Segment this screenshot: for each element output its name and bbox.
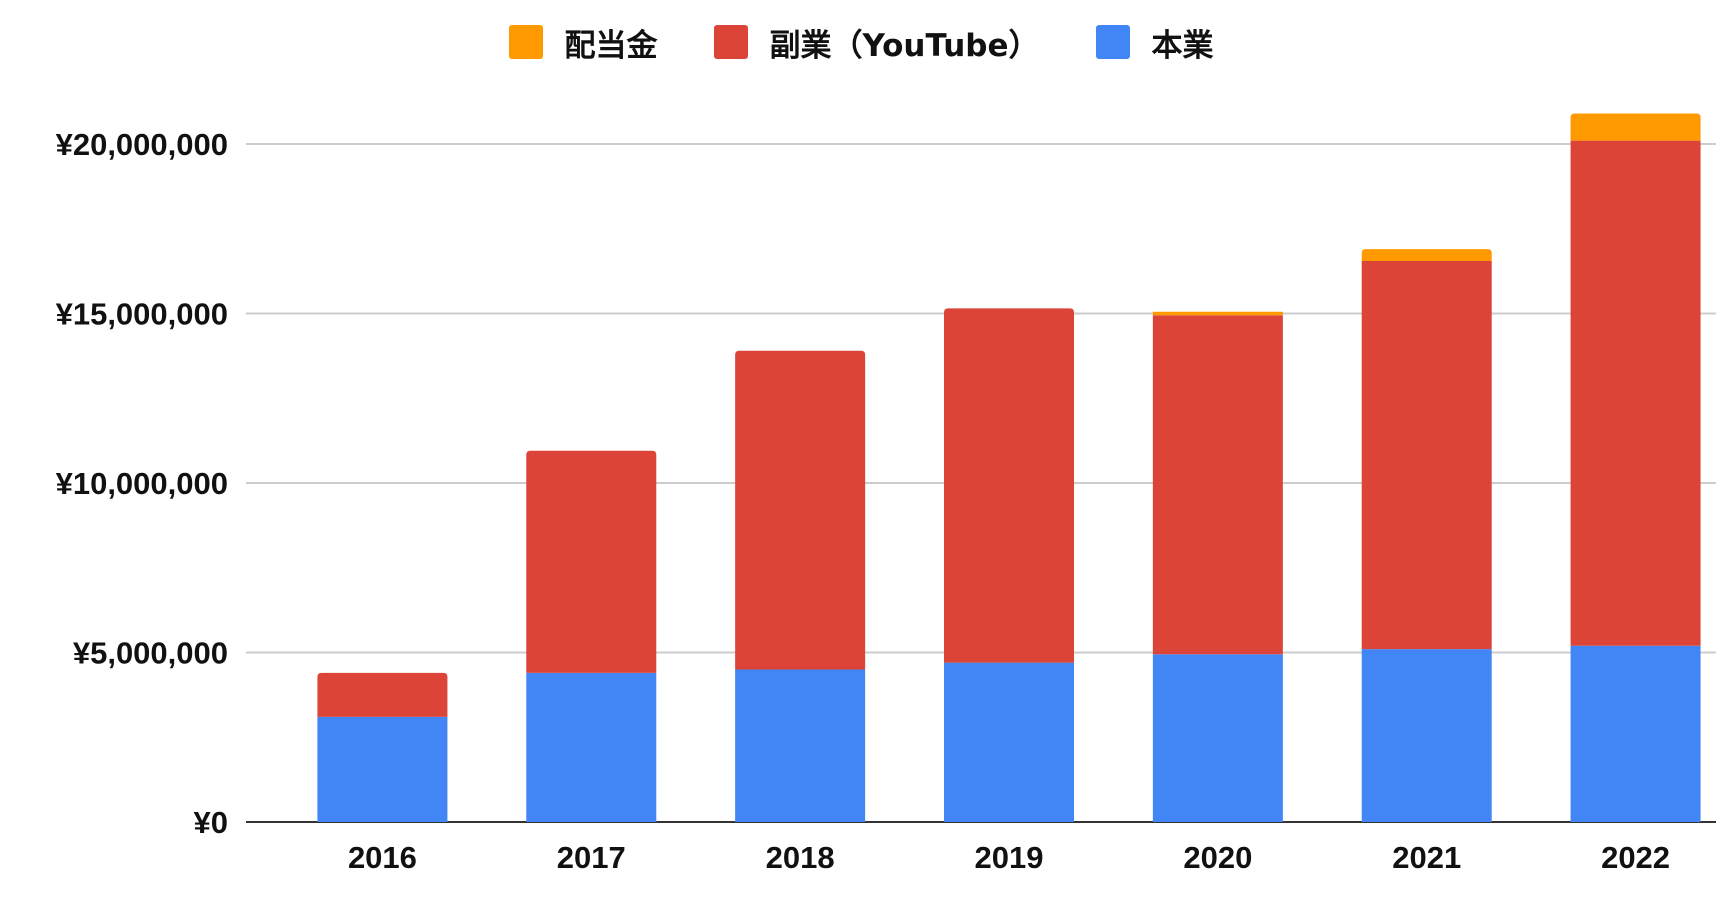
bar-2019-side-youtube	[944, 308, 1074, 663]
bar-2020-main-job	[1152, 654, 1283, 822]
bar-2021-dividend	[1361, 249, 1492, 261]
bar-2016-main-job	[317, 716, 448, 822]
bar-2020-side-youtube	[1152, 315, 1283, 655]
bar-2018-main-job	[735, 669, 866, 822]
bar-2019-main-job	[944, 662, 1074, 822]
bar-2017-main-job	[526, 672, 657, 822]
legend-label: 本業	[1151, 27, 1214, 64]
x-tick-label: 2022	[1601, 840, 1670, 875]
x-axis-ticks: 2016 2017 2018 2019 2020 2021 2022	[348, 840, 1670, 875]
y-tick-label: ¥15,000,000	[56, 297, 228, 332]
y-tick-label: ¥20,000,000	[56, 127, 228, 162]
legend-swatch	[713, 25, 748, 59]
x-tick-label: 2018	[766, 840, 835, 875]
bar-2022-main-job	[1570, 645, 1701, 822]
bar-group	[317, 113, 1701, 822]
bar-2021-main-job	[1361, 649, 1492, 822]
bar-2020-dividend	[1152, 311, 1283, 316]
chart-legend: 配当金 副業（YouTube） 本業	[0, 18, 1722, 66]
bar-2016-side-youtube	[317, 672, 448, 717]
legend-swatch	[1095, 25, 1130, 59]
y-axis-ticks: ¥0 ¥5,000,000 ¥10,000,000 ¥15,000,000 ¥20,00…	[56, 127, 228, 840]
bar-2021-side-youtube	[1361, 260, 1492, 650]
bar-2017-side-youtube	[526, 450, 657, 673]
y-tick-label: ¥5,000,000	[73, 636, 228, 671]
x-tick-label: 2017	[557, 840, 626, 875]
legend-item: 配当金	[508, 20, 658, 65]
bar-2018-side-youtube	[735, 350, 866, 670]
legend-item: 副業（YouTube）	[713, 20, 1040, 65]
legend-swatch	[508, 25, 543, 59]
bar-2022-side-youtube	[1570, 140, 1701, 646]
x-tick-label: 2016	[348, 840, 417, 875]
bar-2022-dividend	[1570, 113, 1701, 141]
x-tick-label: 2020	[1183, 840, 1252, 875]
x-tick-label: 2021	[1392, 840, 1461, 875]
legend-label: 副業（YouTube）	[769, 27, 1040, 64]
y-tick-label: ¥0	[194, 805, 228, 840]
legend-item: 本業	[1095, 20, 1214, 65]
x-tick-label: 2019	[975, 840, 1044, 875]
y-tick-label: ¥10,000,000	[56, 466, 228, 501]
legend-label: 配当金	[564, 27, 658, 64]
